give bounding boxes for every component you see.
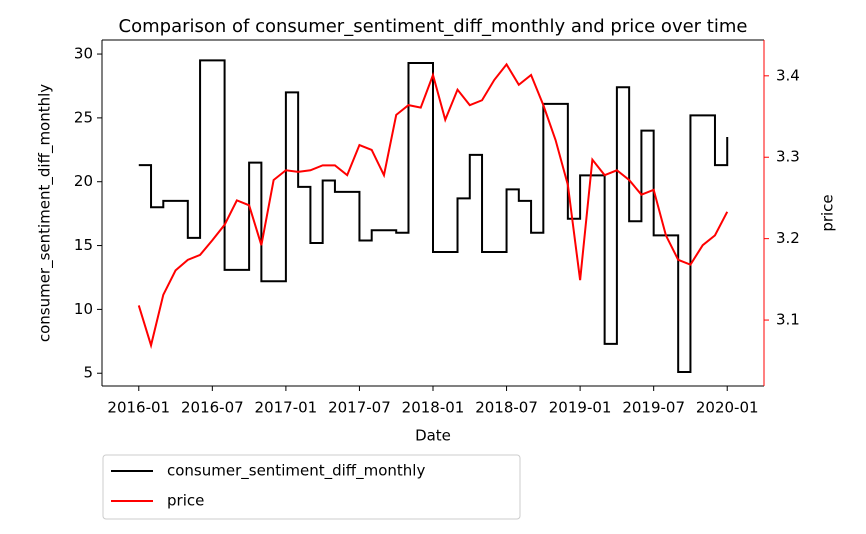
y-tick-label: 30 bbox=[74, 45, 93, 63]
legend-box bbox=[102, 454, 521, 520]
x-tick-label: 2019-01 bbox=[549, 399, 612, 417]
legend-label: consumer_sentiment_diff_monthly bbox=[167, 462, 425, 481]
x-tick-label: 2018-07 bbox=[475, 399, 538, 417]
y2-tick-label: 3.4 bbox=[776, 66, 800, 84]
x-axis-label: Date bbox=[415, 427, 451, 445]
y-tick-label: 10 bbox=[74, 300, 93, 318]
x-tick-label: 2016-07 bbox=[181, 399, 244, 417]
y2-tick-label: 3.3 bbox=[776, 148, 800, 166]
x-tick-label: 2020-01 bbox=[696, 399, 759, 417]
y2-tick-label: 3.1 bbox=[776, 311, 800, 329]
y-axis-label: consumer_sentiment_diff_monthly bbox=[36, 84, 55, 342]
series-line bbox=[138, 59, 729, 373]
y-tick-label: 20 bbox=[74, 172, 93, 190]
y-tick-label: 25 bbox=[74, 108, 93, 126]
legend-label: price bbox=[167, 492, 204, 510]
y-tick-label: 5 bbox=[83, 364, 93, 382]
series-line bbox=[137, 62, 729, 350]
chart-title: Comparison of consumer_sentiment_diff_mo… bbox=[119, 16, 748, 37]
x-tick-label: 2017-01 bbox=[255, 399, 318, 417]
y2-axis-label: price bbox=[819, 194, 837, 231]
x-tick-label: 2018-01 bbox=[402, 399, 465, 417]
x-tick-label: 2019-07 bbox=[622, 399, 685, 417]
x-tick-label: 2017-07 bbox=[328, 399, 391, 417]
x-tick-label: 2016-01 bbox=[107, 399, 170, 417]
y-tick-label: 15 bbox=[74, 236, 93, 254]
y2-tick-label: 3.2 bbox=[776, 229, 800, 247]
